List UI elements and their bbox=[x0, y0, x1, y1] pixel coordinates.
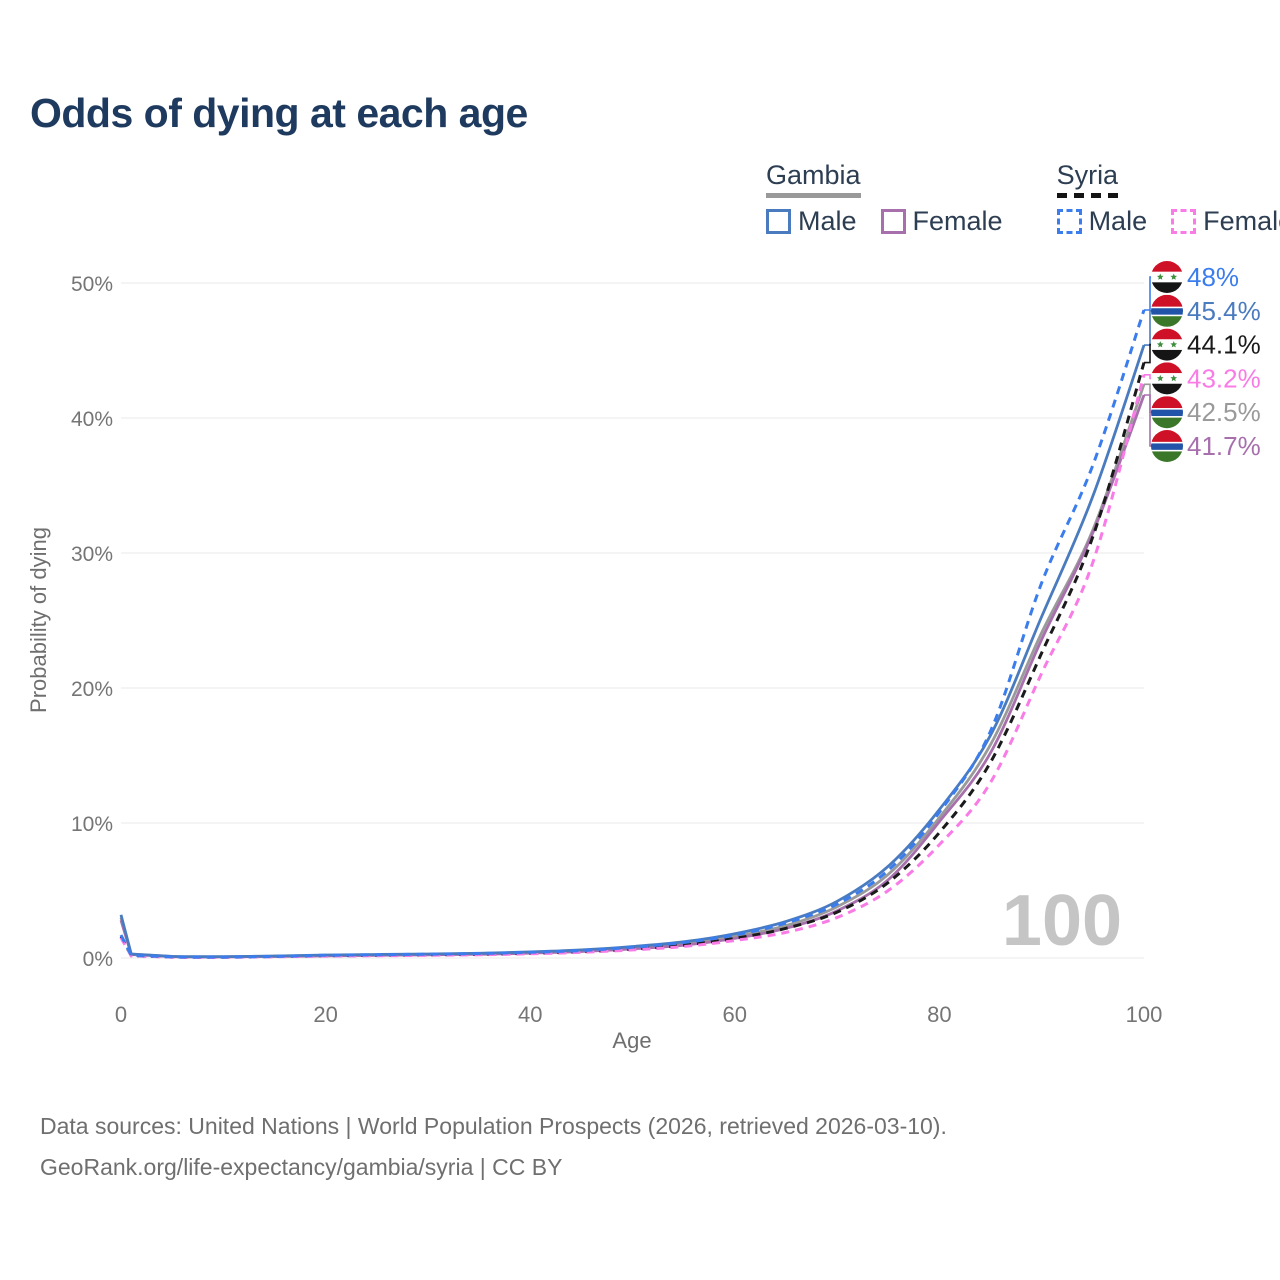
legend-items-syria: Male Female bbox=[1056, 206, 1280, 237]
end-value-label: 44.1% bbox=[1187, 330, 1261, 360]
x-tick-label: 40 bbox=[518, 1002, 542, 1027]
y-tick-label: 0% bbox=[83, 948, 113, 971]
syria-female-swatch-icon bbox=[1171, 209, 1197, 234]
legend-label-syria-male: Male bbox=[1088, 206, 1148, 236]
end-value-label: 45.4% bbox=[1187, 296, 1261, 326]
legend-item-gambia-female[interactable]: Female bbox=[880, 206, 1003, 237]
legend-label-gambia-female: Female bbox=[912, 206, 1003, 236]
legend-item-syria-male[interactable]: Male bbox=[1056, 206, 1148, 237]
syria-flag-icon bbox=[1151, 261, 1183, 293]
end-label-leader bbox=[1144, 310, 1153, 346]
series-line-syria-male[interactable] bbox=[119, 309, 1146, 959]
y-axis-title: Probability of dying bbox=[26, 527, 51, 713]
series-line-gambia-both-sexes[interactable] bbox=[119, 383, 1146, 959]
legend-label-gambia-male: Male bbox=[798, 206, 857, 236]
chart-legend: Gambia Male Female Syria Male bbox=[766, 160, 1280, 237]
y-tick-label: 40% bbox=[71, 408, 113, 431]
syria-flag-icon bbox=[1151, 362, 1183, 395]
y-tick-label: 30% bbox=[71, 543, 113, 566]
legend-items-gambia: Male Female bbox=[766, 206, 1003, 237]
gambia-male-swatch-icon bbox=[766, 209, 791, 234]
end-value-label: 42.5% bbox=[1187, 397, 1261, 427]
x-tick-label: 0 bbox=[115, 1002, 127, 1027]
page-title: Odds of dying at each age bbox=[30, 90, 528, 136]
age-watermark: 100 bbox=[1002, 881, 1122, 961]
series-line-gambia-female[interactable] bbox=[119, 394, 1146, 959]
y-tick-label: 10% bbox=[71, 813, 113, 836]
x-tick-label: 80 bbox=[927, 1002, 951, 1027]
legend-item-gambia-male[interactable]: Male bbox=[766, 206, 857, 237]
legend-item-syria-female[interactable]: Female bbox=[1171, 206, 1280, 237]
x-tick-label: 100 bbox=[1126, 1002, 1163, 1027]
gambia-flag-icon bbox=[1151, 396, 1183, 429]
end-value-label: 43.2% bbox=[1187, 363, 1261, 393]
x-tick-label: 20 bbox=[313, 1002, 337, 1027]
series-line-gambia-male[interactable] bbox=[119, 344, 1146, 959]
x-tick-label: 60 bbox=[723, 1002, 747, 1027]
legend-group-gambia: Gambia Male Female bbox=[766, 160, 1003, 237]
gambia-flag-icon bbox=[1151, 430, 1183, 462]
end-label-leader bbox=[1144, 394, 1153, 447]
end-label-leader bbox=[1144, 276, 1153, 311]
syria-male-swatch-icon bbox=[1056, 209, 1082, 234]
gambia-flag-icon bbox=[1151, 294, 1183, 327]
footer-data-sources: Data sources: United Nations | World Pop… bbox=[40, 1113, 947, 1139]
y-tick-label: 20% bbox=[71, 678, 113, 701]
y-tick-label: 50% bbox=[71, 273, 113, 296]
footer: Data sources: United Nations | World Pop… bbox=[40, 1106, 947, 1188]
syria-flag-icon bbox=[1151, 328, 1183, 361]
legend-label-syria-female: Female bbox=[1203, 206, 1280, 236]
legend-country-gambia[interactable]: Gambia bbox=[766, 160, 861, 198]
end-value-label: 48% bbox=[1187, 262, 1239, 292]
legend-country-syria[interactable]: Syria bbox=[1056, 160, 1119, 198]
series-line-syria-female[interactable] bbox=[119, 374, 1146, 959]
x-axis-title: Age bbox=[612, 1028, 651, 1053]
legend-group-syria: Syria Male Female bbox=[1056, 160, 1280, 237]
footer-attribution: GeoRank.org/life-expectancy/gambia/syria… bbox=[40, 1154, 563, 1180]
series-line-syria-both-sexes[interactable] bbox=[119, 362, 1146, 959]
end-value-label: 41.7% bbox=[1187, 431, 1261, 461]
gambia-female-swatch-icon bbox=[880, 209, 906, 234]
